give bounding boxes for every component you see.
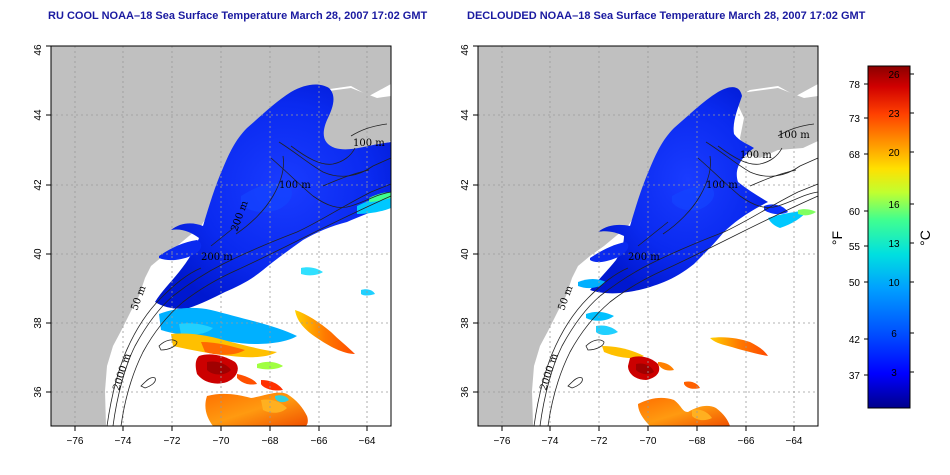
map-left: 100 m 2000 m 50 m 200 m 100 m 200 m −76 … (33, 44, 392, 447)
fahrenheit-tick-label: 78 (849, 80, 861, 91)
fahrenheit-tick-label: 55 (849, 242, 861, 253)
lat-tick-label: 36 (33, 386, 44, 398)
contour-label: 100 m (778, 130, 810, 141)
colorbar: 78 73 68 60 55 50 42 37 26 23 20 16 13 1… (829, 65, 933, 409)
colorbar-celsius-ticks: 26 23 20 16 13 10 6 3 (888, 70, 900, 379)
contour-label: 100 m (706, 180, 738, 191)
lon-tick-label: −70 (213, 436, 230, 447)
lat-tick-label: 40 (460, 248, 471, 260)
lon-tick-label: −70 (640, 436, 657, 447)
contour-label: 100 m (279, 180, 311, 191)
lat-tick-label: 42 (33, 179, 44, 191)
lat-tick-label: 44 (460, 109, 471, 121)
map-right-x-ticks: −76 −74 −72 −70 −68 −66 −64 (494, 436, 803, 447)
lat-tick-label: 46 (33, 44, 44, 56)
fahrenheit-tick-label: 37 (849, 371, 861, 382)
celsius-tick-label: 20 (888, 148, 900, 159)
lon-tick-label: −76 (494, 436, 511, 447)
fahrenheit-unit-label: °F (829, 231, 845, 245)
map-left-y-ticks: 36 38 40 42 44 46 (33, 44, 44, 398)
celsius-tick-label: 10 (888, 278, 900, 289)
fahrenheit-tick-label: 60 (849, 207, 861, 218)
lat-tick-label: 46 (460, 44, 471, 56)
lat-tick-label: 44 (33, 109, 44, 121)
lon-tick-label: −68 (262, 436, 279, 447)
lat-tick-label: 38 (33, 317, 44, 329)
contour-label: 200 m (201, 252, 233, 263)
lon-tick-label: −64 (786, 436, 803, 447)
map-left-x-ticks: −76 −74 −72 −70 −68 −66 −64 (67, 436, 376, 447)
map-right-title: DECLOUDED NOAA–18 Sea Surface Temperatur… (467, 10, 866, 22)
celsius-tick-label: 13 (888, 239, 900, 250)
lon-tick-label: −76 (67, 436, 84, 447)
celsius-tick-label: 16 (888, 200, 900, 211)
fahrenheit-tick-label: 73 (849, 114, 861, 125)
lat-tick-label: 42 (460, 179, 471, 191)
lon-tick-label: −72 (164, 436, 181, 447)
celsius-tick-label: 23 (888, 109, 900, 120)
lon-tick-label: −72 (591, 436, 608, 447)
fahrenheit-tick-label: 50 (849, 278, 861, 289)
lon-tick-label: −74 (542, 436, 559, 447)
celsius-tick-label: 6 (891, 329, 897, 340)
celsius-tick-label: 3 (891, 368, 897, 379)
contour-label: 100 m (740, 150, 772, 161)
map-right-y-ticks: 36 38 40 42 44 46 (460, 44, 471, 398)
colorbar-fahrenheit-ticks: 78 73 68 60 55 50 42 37 (849, 80, 861, 382)
lat-tick-label: 36 (460, 386, 471, 398)
lon-tick-label: −64 (359, 436, 376, 447)
lon-tick-label: −66 (311, 436, 328, 447)
celsius-unit-label: °C (917, 230, 933, 246)
map-left-title: RU COOL NOAA–18 Sea Surface Temperature … (48, 10, 428, 22)
fahrenheit-tick-label: 42 (849, 335, 861, 346)
colorbar-gradient (867, 65, 911, 409)
lon-tick-label: −66 (738, 436, 755, 447)
fahrenheit-tick-label: 68 (849, 150, 861, 161)
contour-label: 100 m (353, 138, 385, 149)
lon-tick-label: −74 (115, 436, 132, 447)
lat-tick-label: 40 (33, 248, 44, 260)
celsius-tick-label: 26 (888, 70, 900, 81)
lon-tick-label: −68 (689, 436, 706, 447)
contour-label: 200 m (628, 252, 660, 263)
lat-tick-label: 38 (460, 317, 471, 329)
map-right: 100 m 2000 m 50 m 200 m 100 m 100 m −76 … (460, 44, 819, 447)
